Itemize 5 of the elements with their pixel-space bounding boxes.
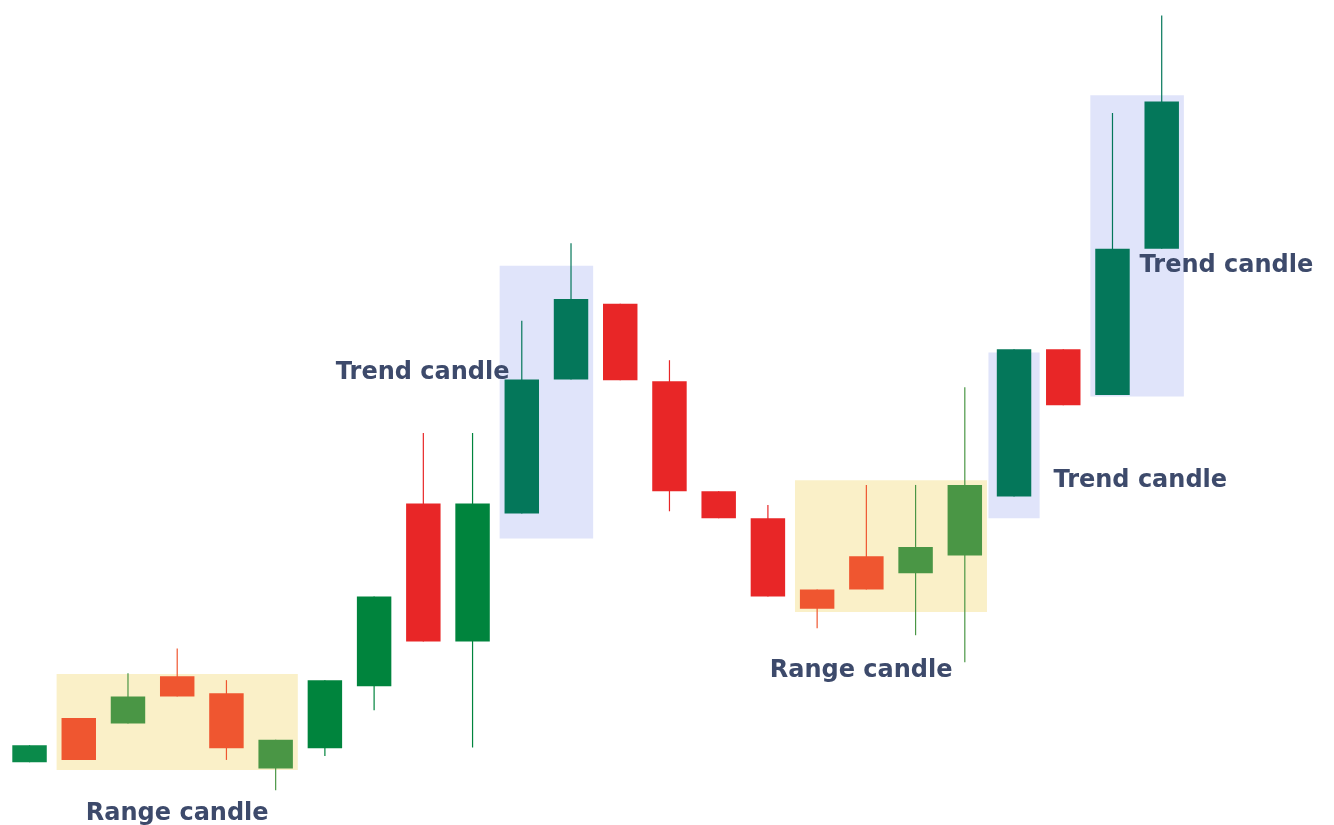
- annotation: Trend candle: [1139, 249, 1314, 278]
- annotation: Trend candle: [1053, 464, 1228, 493]
- annotation: Trend candle: [335, 356, 510, 385]
- text: Range candle: [85, 797, 269, 825]
- annotation: Range candle: [769, 655, 953, 684]
